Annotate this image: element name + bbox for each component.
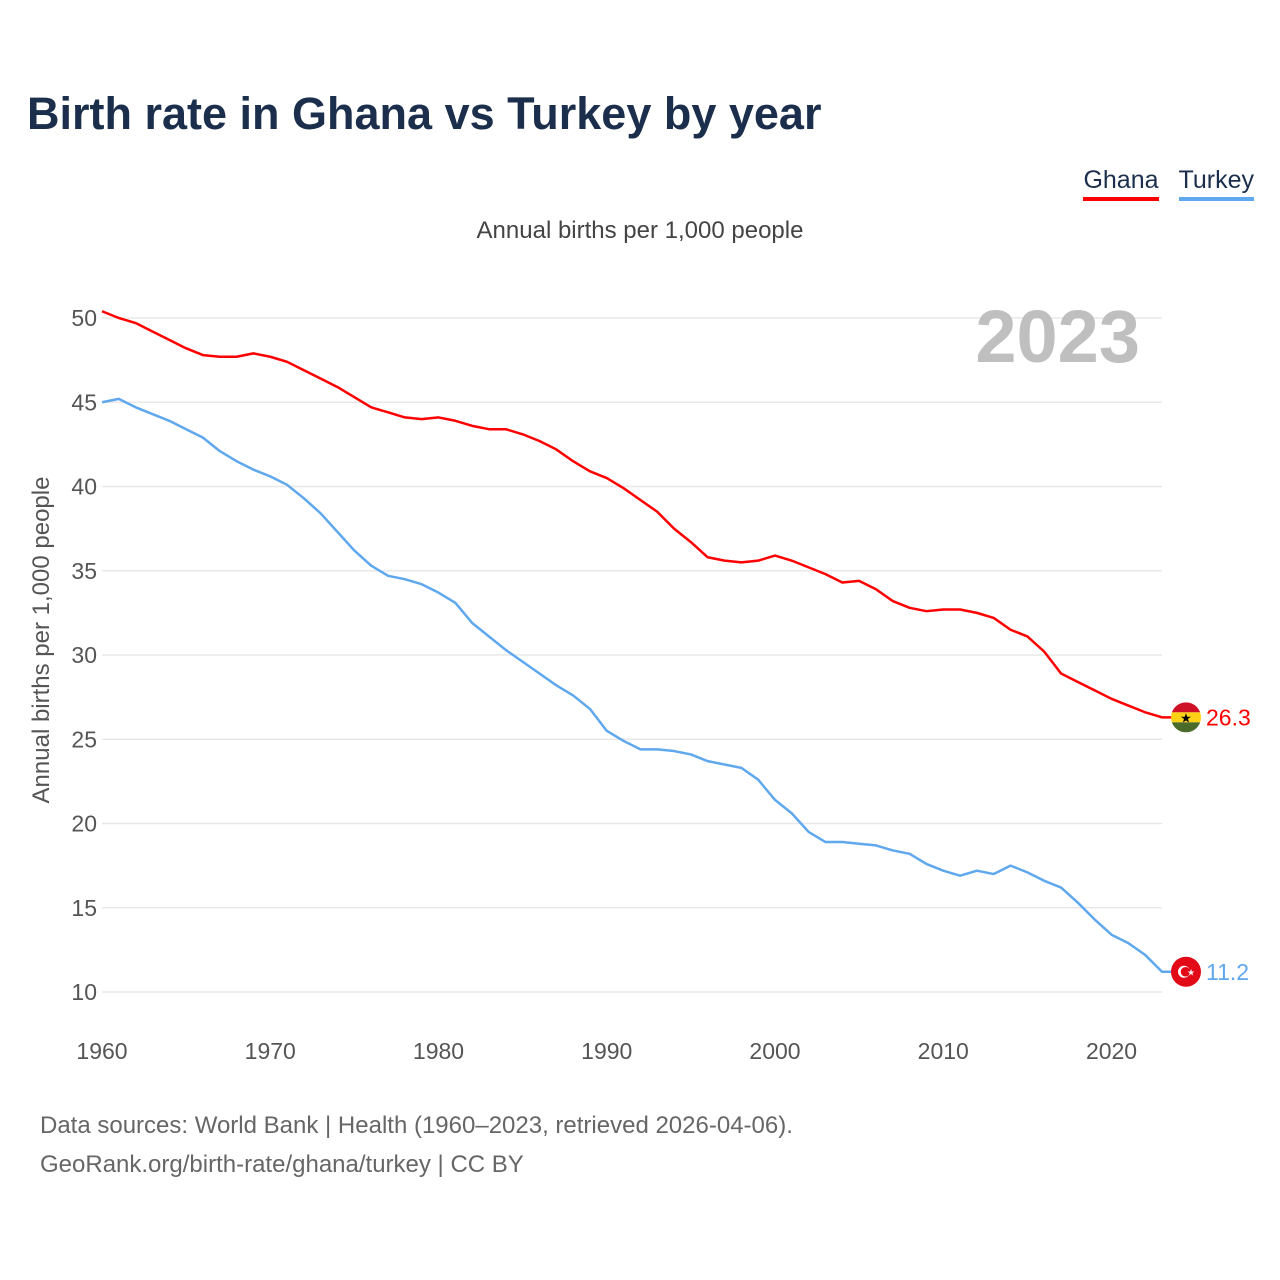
x-tick-label: 1980 xyxy=(413,1038,464,1064)
y-tick-label: 20 xyxy=(71,811,97,837)
y-tick-label: 30 xyxy=(71,642,97,668)
end-value-label-ghana: 26.3 xyxy=(1206,704,1251,730)
legend: Ghana Turkey xyxy=(1083,166,1254,201)
x-tick-label: 2000 xyxy=(749,1038,800,1064)
y-tick-label: 45 xyxy=(71,389,97,415)
year-watermark: 2023 xyxy=(975,295,1140,378)
series-line-ghana[interactable] xyxy=(101,310,1176,719)
x-tick-label: 2020 xyxy=(1086,1038,1137,1064)
y-tick-label: 35 xyxy=(71,558,97,584)
ghana-flag-icon: ★ xyxy=(1171,702,1201,733)
x-tick-label: 2010 xyxy=(918,1038,969,1064)
x-tick-label: 1990 xyxy=(581,1038,632,1064)
y-tick-label: 15 xyxy=(71,895,97,921)
turkey-flag-icon: ★ xyxy=(1171,956,1201,987)
y-tick-label: 40 xyxy=(71,474,97,500)
y-tick-label: 25 xyxy=(71,726,97,752)
chart-title: Birth rate in Ghana vs Turkey by year xyxy=(27,88,822,139)
legend-turkey[interactable]: Turkey xyxy=(1178,166,1254,201)
chart-subtitle: Annual births per 1,000 people xyxy=(476,217,804,244)
footer-sources: Data sources: World Bank | Health (1960–… xyxy=(40,1112,793,1139)
footer: Data sources: World Bank | Health (1960–… xyxy=(40,1106,793,1184)
x-tick-label: 1960 xyxy=(76,1038,127,1064)
x-tick-label: 1970 xyxy=(245,1038,296,1064)
svg-text:★: ★ xyxy=(1187,967,1195,977)
end-value-label-turkey: 11.2 xyxy=(1206,959,1249,985)
y-tick-label: 10 xyxy=(71,979,97,1005)
y-tick-label: 50 xyxy=(71,305,97,331)
series-line-turkey[interactable] xyxy=(101,397,1176,974)
footer-link[interactable]: GeoRank.org/birth-rate/ghana/turkey | CC… xyxy=(40,1151,524,1178)
svg-text:★: ★ xyxy=(1180,710,1192,725)
legend-ghana[interactable]: Ghana xyxy=(1083,166,1159,201)
